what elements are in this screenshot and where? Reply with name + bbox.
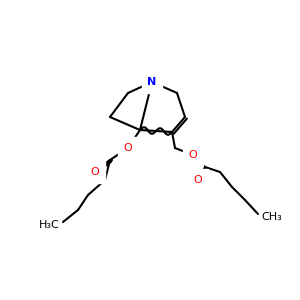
- Text: O: O: [124, 143, 132, 153]
- Text: O: O: [194, 175, 202, 185]
- Text: O: O: [189, 150, 197, 160]
- Text: CH₃: CH₃: [261, 212, 282, 222]
- Text: H₃C: H₃C: [39, 220, 60, 230]
- Text: O: O: [91, 167, 99, 177]
- Text: N: N: [147, 77, 157, 87]
